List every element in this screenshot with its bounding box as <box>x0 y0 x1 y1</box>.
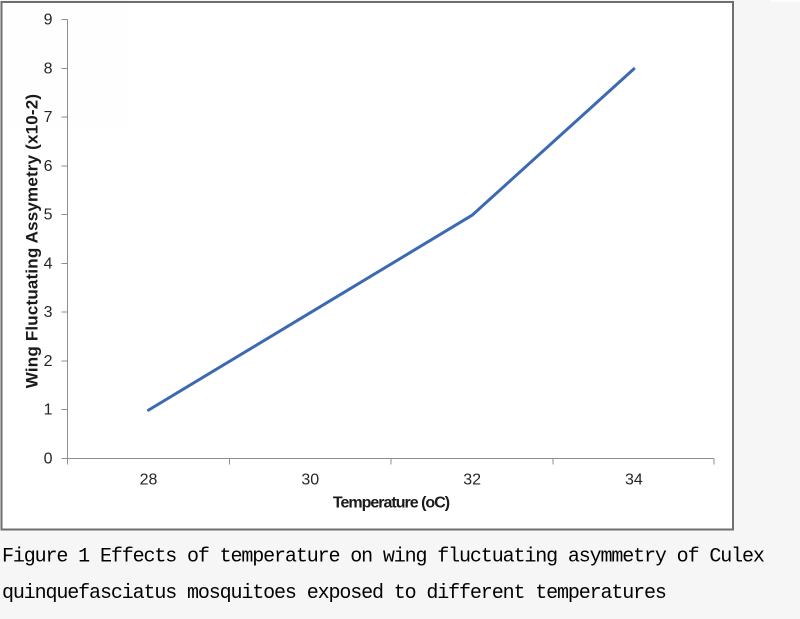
svg-text:8: 8 <box>44 60 53 77</box>
svg-text:3: 3 <box>44 304 53 321</box>
svg-text:2: 2 <box>44 353 53 370</box>
svg-text:Figure 1 Effects of temperatur: Figure 1 Effects of temperature on wing … <box>2 546 765 569</box>
svg-text:1: 1 <box>44 402 53 419</box>
svg-text:30: 30 <box>301 472 319 489</box>
svg-text:0: 0 <box>44 451 53 468</box>
svg-text:4: 4 <box>44 256 53 273</box>
svg-text:Wing Fluctuating Assymetry (x1: Wing Fluctuating Assymetry (x10-2) <box>22 94 41 388</box>
svg-text:5: 5 <box>44 207 53 224</box>
svg-text:28: 28 <box>140 472 158 489</box>
svg-text:7: 7 <box>44 109 53 126</box>
svg-text:32: 32 <box>463 472 481 489</box>
svg-text:Temperature (oC): Temperature (oC) <box>333 495 450 512</box>
svg-text:quinquefasciatus mosquitoes ex: quinquefasciatus mosquitoes exposed to d… <box>2 582 666 605</box>
svg-text:9: 9 <box>44 12 53 29</box>
svg-text:34: 34 <box>625 472 643 489</box>
svg-text:6: 6 <box>44 158 53 175</box>
